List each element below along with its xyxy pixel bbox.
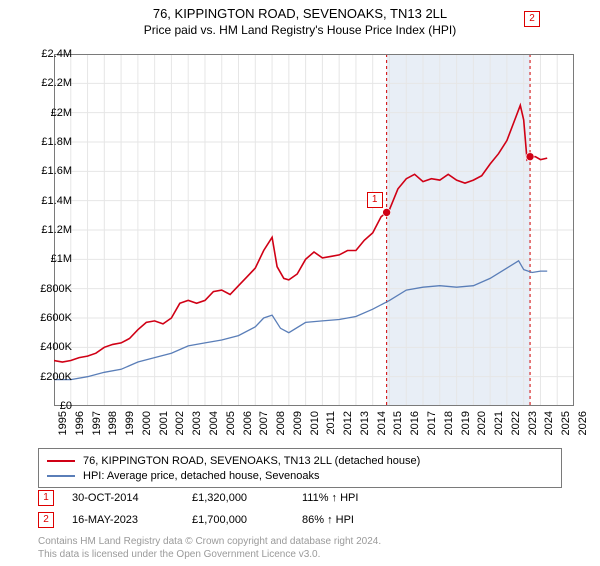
chart-area xyxy=(54,54,574,406)
x-axis-tick: 2003 xyxy=(191,411,203,451)
x-axis-tick: 2026 xyxy=(577,411,589,451)
legend-label: 76, KIPPINGTON ROAD, SEVENOAKS, TN13 2LL… xyxy=(83,455,420,467)
x-axis-tick: 2007 xyxy=(258,411,270,451)
sale-price: £1,700,000 xyxy=(192,514,302,526)
y-axis-tick: £200K xyxy=(26,371,72,383)
sale-marker-icon: 1 xyxy=(38,490,54,506)
chart-title: 76, KIPPINGTON ROAD, SEVENOAKS, TN13 2LL xyxy=(0,6,600,21)
x-axis-tick: 2014 xyxy=(376,411,388,451)
x-axis-tick: 2011 xyxy=(325,411,337,451)
chart-sale-marker: 1 xyxy=(367,192,383,208)
footer: Contains HM Land Registry data © Crown c… xyxy=(38,536,381,561)
y-axis-tick: £1.4M xyxy=(26,195,72,207)
x-axis-tick: 2025 xyxy=(560,411,572,451)
x-axis-tick: 2004 xyxy=(208,411,220,451)
y-axis-tick: £800K xyxy=(26,283,72,295)
sale-marker-icon: 2 xyxy=(38,512,54,528)
sale-pct: 86% ↑ HPI xyxy=(302,514,392,526)
x-axis-tick: 2010 xyxy=(309,411,321,451)
sale-pct: 111% ↑ HPI xyxy=(302,492,392,504)
x-axis-tick: 2008 xyxy=(275,411,287,451)
y-axis-tick: £400K xyxy=(26,341,72,353)
x-axis-tick: 2022 xyxy=(510,411,522,451)
footer-line: This data is licensed under the Open Gov… xyxy=(38,549,381,562)
y-axis-tick: £600K xyxy=(26,312,72,324)
x-axis-tick: 2020 xyxy=(476,411,488,451)
x-axis-tick: 2023 xyxy=(527,411,539,451)
x-axis-tick: 2012 xyxy=(342,411,354,451)
x-axis-tick: 1996 xyxy=(74,411,86,451)
x-axis-tick: 2017 xyxy=(426,411,438,451)
x-axis-tick: 2002 xyxy=(174,411,186,451)
sale-row: 2 16-MAY-2023 £1,700,000 86% ↑ HPI xyxy=(38,512,392,528)
x-axis-tick: 2013 xyxy=(359,411,371,451)
legend-swatch xyxy=(47,460,75,462)
legend-item: HPI: Average price, detached house, Seve… xyxy=(47,468,553,483)
x-axis-tick: 2001 xyxy=(158,411,170,451)
sale-date: 30-OCT-2014 xyxy=(72,492,192,504)
x-axis-tick: 1995 xyxy=(57,411,69,451)
x-axis-tick: 1998 xyxy=(107,411,119,451)
y-axis-tick: £2M xyxy=(26,107,72,119)
legend-swatch xyxy=(47,475,75,477)
legend: 76, KIPPINGTON ROAD, SEVENOAKS, TN13 2LL… xyxy=(38,448,562,488)
chart-sale-marker: 2 xyxy=(524,11,540,27)
x-axis-tick: 2015 xyxy=(392,411,404,451)
x-axis-tick: 2016 xyxy=(409,411,421,451)
x-axis-tick: 2018 xyxy=(443,411,455,451)
chart-subtitle: Price paid vs. HM Land Registry's House … xyxy=(0,23,600,37)
sale-date: 16-MAY-2023 xyxy=(72,514,192,526)
x-axis-tick: 2019 xyxy=(460,411,472,451)
x-axis-tick: 2021 xyxy=(493,411,505,451)
x-axis-tick: 2024 xyxy=(543,411,555,451)
y-axis-tick: £2.4M xyxy=(26,48,72,60)
x-axis-tick: 2000 xyxy=(141,411,153,451)
x-axis-tick: 2009 xyxy=(292,411,304,451)
y-axis-tick: £2.2M xyxy=(26,77,72,89)
legend-item: 76, KIPPINGTON ROAD, SEVENOAKS, TN13 2LL… xyxy=(47,453,553,468)
y-axis-tick: £1.2M xyxy=(26,224,72,236)
sale-row: 1 30-OCT-2014 £1,320,000 111% ↑ HPI xyxy=(38,490,392,506)
y-axis-tick: £1M xyxy=(26,253,72,265)
line-chart xyxy=(54,54,574,406)
sale-price: £1,320,000 xyxy=(192,492,302,504)
x-axis-tick: 2005 xyxy=(225,411,237,451)
y-axis-tick: £1.8M xyxy=(26,136,72,148)
x-axis-tick: 1997 xyxy=(91,411,103,451)
x-axis-tick: 2006 xyxy=(242,411,254,451)
x-axis-tick: 1999 xyxy=(124,411,136,451)
footer-line: Contains HM Land Registry data © Crown c… xyxy=(38,536,381,549)
y-axis-tick: £1.6M xyxy=(26,165,72,177)
legend-label: HPI: Average price, detached house, Seve… xyxy=(83,470,319,482)
